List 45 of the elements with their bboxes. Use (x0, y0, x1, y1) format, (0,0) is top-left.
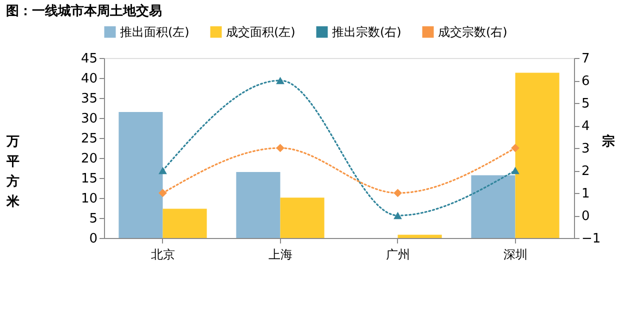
y2-tick-label: 4 (582, 119, 590, 134)
x-tick-label: 深圳 (503, 248, 528, 262)
legend-label: 推出面积(左) (120, 25, 190, 39)
y-tick-label: 45 (80, 52, 98, 66)
x-tick-label: 上海 (268, 248, 292, 262)
point (276, 144, 284, 152)
point (394, 188, 402, 198)
legend-label: 成交面积(左) (226, 25, 296, 39)
x-tick-label: 北京 (150, 248, 175, 262)
y-axis-title: 万平方米 (5, 134, 20, 210)
bar (236, 172, 280, 238)
point (276, 76, 284, 84)
y2-tick-label: 2 (582, 164, 590, 179)
y-tick-label: 0 (89, 232, 98, 246)
point (394, 212, 402, 220)
point (511, 166, 520, 174)
bar (515, 72, 560, 238)
bar (471, 175, 516, 238)
y2-tick-label: −1 (582, 232, 601, 246)
y-tick-label: 35 (80, 92, 98, 106)
y2-tick-label: 3 (582, 142, 590, 156)
y-tick-label: 25 (80, 132, 98, 146)
y-tick-label: 30 (80, 112, 98, 126)
bar (118, 112, 163, 238)
y-tick-label: 5 (89, 212, 98, 226)
y-tick-label: 40 (80, 72, 98, 86)
chart-title: 图：一线城市本周土地交易 (6, 3, 162, 19)
bar (162, 208, 207, 238)
point (511, 144, 520, 152)
y-tick-label: 15 (80, 172, 98, 186)
legend-label: 成交宗数(右) (438, 25, 508, 39)
point (158, 188, 167, 198)
y-tick-label: 10 (80, 192, 98, 206)
point (158, 166, 167, 174)
y2-tick-label: 7 (582, 52, 590, 66)
y2-axis-title: 宗 (601, 134, 616, 150)
y2-tick-label: 1 (582, 186, 590, 202)
x-tick-label: 广州 (386, 248, 410, 262)
legend-label: 推出宗数(右) (332, 25, 402, 39)
y2-tick-label: 6 (582, 74, 590, 89)
y-tick-label: 20 (80, 152, 98, 166)
y2-tick-label: 0 (582, 209, 590, 224)
y2-tick-label: 5 (582, 96, 590, 112)
bar (398, 234, 442, 238)
bar (280, 198, 324, 238)
